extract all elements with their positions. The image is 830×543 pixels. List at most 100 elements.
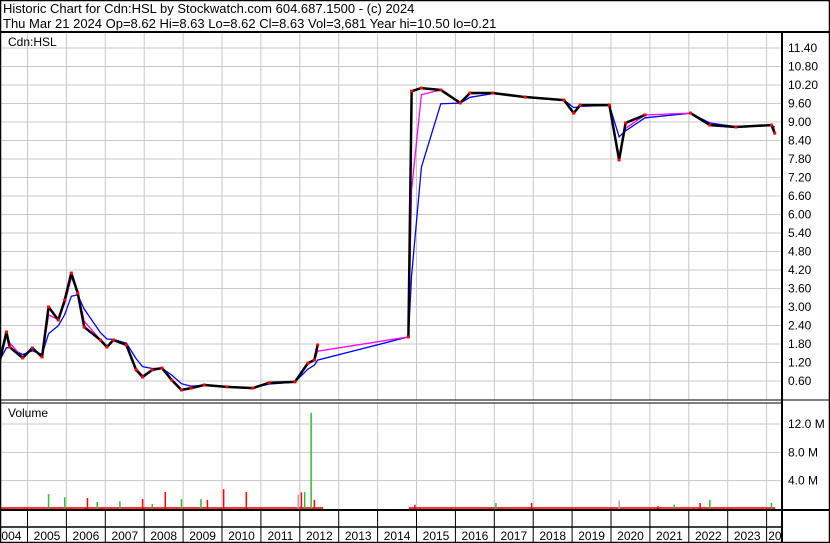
price-close-mark — [8, 345, 12, 349]
price-close-mark — [56, 318, 60, 322]
year-label: 2023 — [734, 529, 761, 543]
price-close-mark — [769, 123, 773, 127]
price-bar-segment — [440, 88, 461, 104]
price-bar-segment — [617, 122, 627, 161]
price-bar-segment — [83, 326, 102, 341]
volume-tick-label: 12.0 M — [788, 417, 825, 431]
price-close-mark — [468, 91, 472, 95]
price-tick-label: 7.20 — [788, 171, 812, 185]
volume-axis-labels: 12.0 M 8.0 M 4.0 M — [788, 417, 825, 488]
price-bar-segment — [411, 86, 422, 93]
price-bar-segment — [252, 381, 270, 390]
year-label: 2007 — [111, 529, 138, 543]
price-bar-segment — [141, 368, 154, 379]
volume-label: Volume — [8, 406, 48, 420]
price-close-mark — [607, 103, 611, 107]
year-label: 2013 — [345, 529, 372, 543]
price-bar-segment — [8, 346, 24, 359]
price-bar-segment — [112, 338, 127, 347]
price-tick-label: 8.40 — [788, 134, 812, 148]
price-bar-segment — [459, 92, 471, 104]
price-tick-label: 1.20 — [788, 356, 812, 370]
price-close-mark — [439, 88, 443, 92]
price-close-mark — [225, 385, 229, 389]
price-tick-label: 10.80 — [788, 60, 818, 74]
price-close-mark — [578, 103, 582, 107]
price-close-mark — [63, 298, 67, 302]
volume-bar — [530, 502, 533, 509]
price-bar-segment — [161, 367, 173, 381]
price-bar-segment — [5, 331, 11, 348]
volume-plot — [0, 412, 776, 509]
symbol-label: Cdn:HSL — [8, 35, 57, 49]
year-labels: 2004 2005 2006 2007 2008 2009 2010 2011 2012 2013… — [0, 510, 782, 543]
price-close-mark — [458, 101, 462, 105]
year-label: 2008 — [150, 529, 177, 543]
quote-line: Thu Mar 21 2024 Op=8.62 Hi=8.63 Lo=8.62 … — [3, 16, 496, 31]
price-tick-label: 0.60 — [788, 374, 812, 388]
price-close-mark — [734, 125, 738, 129]
price-close-mark — [76, 291, 80, 295]
volume-bar — [699, 502, 701, 509]
price-bar-segment — [31, 347, 43, 358]
year-label: 2014 — [384, 529, 411, 543]
volume-bar — [180, 499, 183, 509]
volume-bar — [297, 494, 299, 509]
volume-baseline-activity — [408, 507, 776, 509]
year-label: 2020 — [617, 529, 644, 543]
year-label: 2022 — [695, 529, 722, 543]
year-label: 2006 — [73, 529, 100, 543]
price-bar-segment — [625, 113, 646, 125]
year-label: 2004 — [0, 529, 22, 543]
price-close-mark — [150, 368, 154, 372]
volume-bar — [300, 492, 303, 509]
price-bar-segment — [562, 99, 575, 114]
volume-bar — [86, 498, 89, 509]
volume-bar — [657, 506, 659, 509]
year-label: 2009 — [189, 529, 216, 543]
year-label: 2018 — [539, 529, 566, 543]
year-label: 2015 — [423, 529, 450, 543]
volume-bar — [673, 504, 675, 509]
volume-bar — [414, 504, 416, 509]
price-tick-label: 10.20 — [788, 78, 818, 92]
price-bar-segment — [63, 272, 73, 301]
price-bar-segment — [608, 104, 621, 161]
year-label: 2019 — [578, 529, 605, 543]
price-close-mark — [312, 358, 316, 362]
price-tick-label: 9.60 — [788, 97, 812, 111]
price-bar-segment — [204, 383, 227, 389]
price-tick-label: 6.60 — [788, 189, 812, 203]
price-close-mark — [406, 335, 410, 339]
volume-bar — [47, 494, 50, 509]
price-close-mark — [40, 355, 44, 359]
volume-bar — [313, 499, 316, 509]
price-close-mark — [82, 325, 86, 329]
price-close-mark — [267, 381, 271, 385]
volume-bar — [245, 492, 248, 509]
price-close-mark — [105, 345, 109, 349]
price-bar-segment — [407, 91, 413, 337]
price-bar-segment — [21, 347, 34, 359]
price-bar-segment — [47, 306, 60, 321]
price-close-mark — [47, 305, 51, 309]
price-bar-segment — [709, 123, 736, 129]
chart-title: Historic Chart for Cdn:HSL by Stockwatch… — [3, 1, 414, 16]
price-close-mark — [98, 338, 102, 342]
volume-bar — [96, 501, 98, 509]
price-bar-segment — [524, 95, 565, 102]
price-bar-segment — [152, 366, 163, 372]
price-bar-segment — [313, 344, 319, 361]
price-bar-segment — [170, 379, 183, 391]
year-label: 2012 — [306, 529, 333, 543]
volume-bar — [310, 412, 312, 509]
price-close-mark — [316, 343, 320, 347]
volume-bar — [141, 499, 144, 509]
volume-tick-label: 4.0 M — [788, 474, 818, 488]
price-close-mark — [189, 386, 193, 390]
volume-bar — [164, 492, 167, 509]
price-bar-segment — [190, 383, 205, 390]
price-bar-segment — [57, 299, 66, 321]
